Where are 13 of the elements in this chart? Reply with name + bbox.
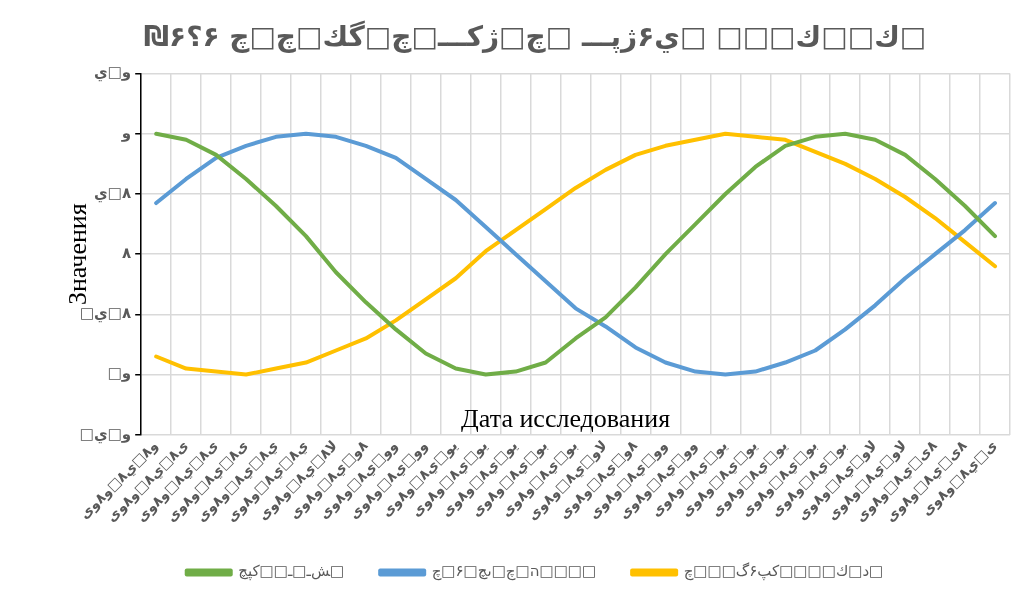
text: و□ي: [93, 63, 132, 83]
chart-title: ₪۶ك□□ك□□□ □ي۶ژپـــ □چ□ژكـــ□چ□گك□چ□چ ۶؟□: [143, 20, 927, 54]
text: □و□ي: [79, 424, 132, 444]
legend-label: ה□چ□ىچ□۶□چ□□□□: [431, 562, 597, 582]
text: و: [120, 123, 132, 142]
text: □٨□ي: [79, 304, 132, 324]
legend-label: د□ك□□□□كپ۶گ□□□چ□: [683, 562, 884, 582]
text: ٨: [122, 244, 132, 263]
text: ٨□ي: [94, 183, 132, 203]
legend-label: ﺶـ□ـ□□كپچ□: [238, 562, 345, 582]
x-axis-title: Дата исследования: [461, 403, 671, 433]
text: □و: [107, 364, 132, 383]
y-axis-title: Значения: [63, 203, 93, 306]
